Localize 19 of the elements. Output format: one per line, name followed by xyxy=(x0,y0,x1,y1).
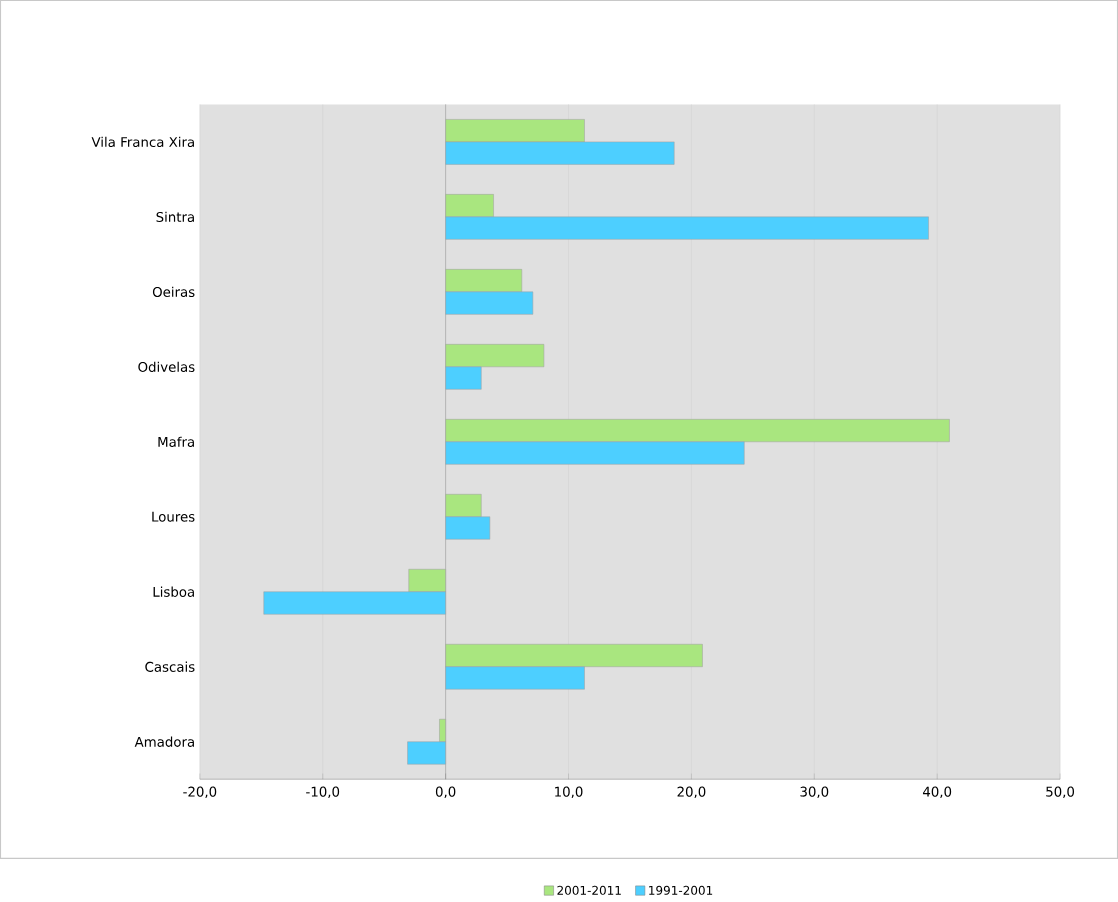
y-tick-label: Loures xyxy=(152,511,195,522)
y-tick-label: Odivelas xyxy=(138,361,195,372)
x-tick-label: 40,0 xyxy=(922,786,952,799)
legend-label: 1991-2001 xyxy=(649,885,713,895)
y-tick-label: Lisboa xyxy=(153,586,194,597)
legend-label: 2001-2011 xyxy=(557,885,621,895)
y-tick-label: Oeiras xyxy=(152,286,195,297)
y-tick-label: Cascais xyxy=(145,661,195,672)
x-tick-label: 10,0 xyxy=(555,786,583,799)
y-tick-label: Mafra xyxy=(158,436,194,447)
x-tick-label: 30,0 xyxy=(800,786,829,799)
x-tick-label: -20,0 xyxy=(183,786,217,799)
x-tick-label: 20,0 xyxy=(677,786,706,799)
y-tick-label: Sintra xyxy=(156,211,194,223)
x-tick-label: -10,0 xyxy=(306,786,340,799)
y-tick-label: Vila Franca Xira xyxy=(91,136,194,148)
x-tick-label: 0,0 xyxy=(435,786,456,799)
y-tick-label: Amadora xyxy=(134,736,194,747)
x-tick-label: 50,0 xyxy=(1046,786,1075,799)
